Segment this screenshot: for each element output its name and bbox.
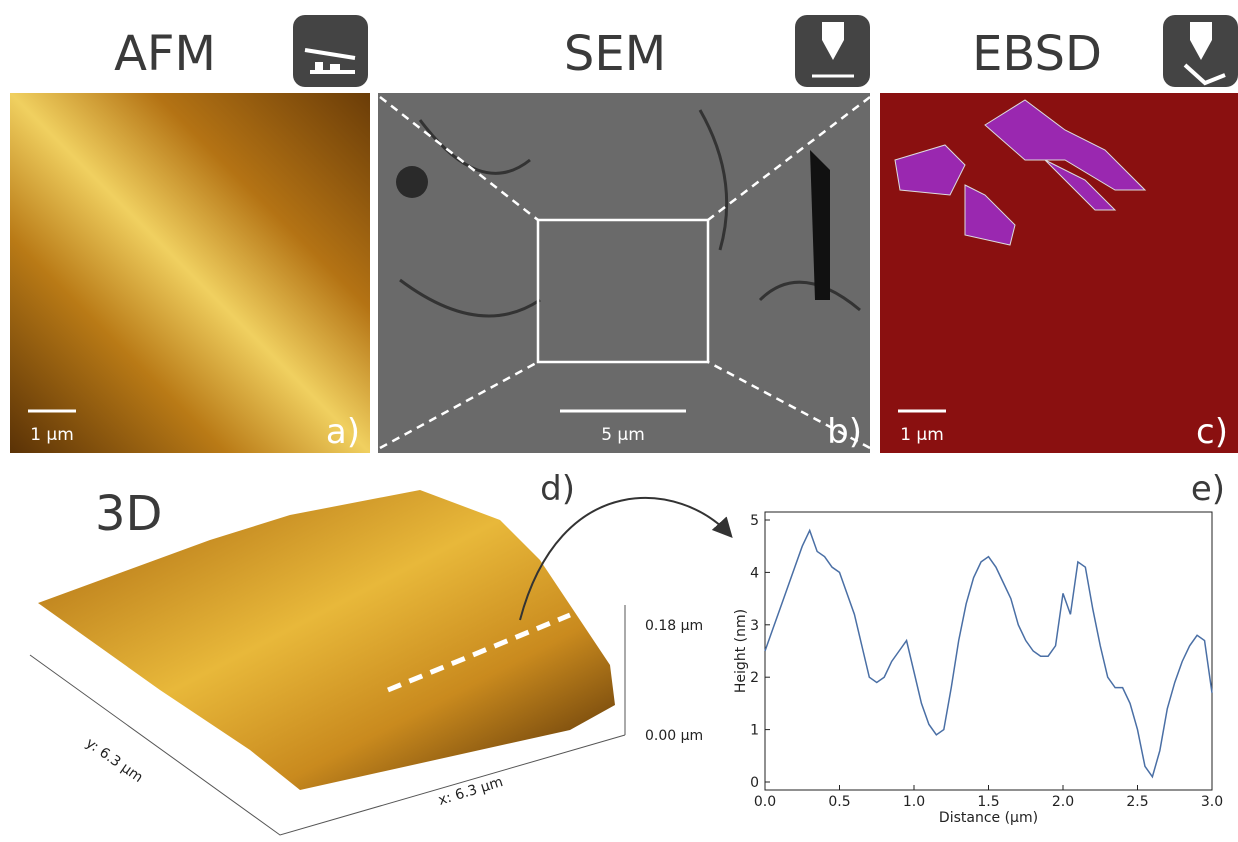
figure: AFM SEM EBSD 1 µm a) 5 µm b) 1 µm c) 3D … [0,0,1238,842]
sem-image [378,93,870,453]
y-label: y: 6.3 µm [83,735,146,786]
panel-title: EBSD [972,26,1102,82]
ebsd-icon [1163,15,1238,87]
scale-label: 1 µm [30,425,74,445]
z-label: 0.00 µm [645,728,703,744]
panel-label: a) [326,412,360,452]
y-tick-label: 1 [750,723,759,739]
afm-icon [293,15,368,87]
x-axis-label: Distance (μm) [939,810,1038,826]
x-tick-label: 0.5 [828,794,850,810]
panel-label: d) [540,469,575,509]
plot-frame [765,512,1212,790]
y-tick-label: 4 [750,565,759,581]
line-chart: e) 0.0 0.5 1.0 1.5 2.0 2.5 3.0 0 1 2 3 4 5 Distance (μ… [733,469,1225,826]
surface-title: 3D [95,486,163,542]
x-tick-label: 1.5 [977,794,999,810]
y-tick-label: 2 [750,670,759,686]
sem-icon [795,15,870,87]
data-line [765,530,1212,776]
scale-label: 5 µm [601,425,645,445]
panel-label: b) [827,412,862,452]
y-tick-label: 0 [750,775,759,791]
x-tick-label: 2.5 [1126,794,1148,810]
z-label: 0.18 µm [645,618,703,634]
x-tick-label: 1.0 [903,794,925,810]
y-tick-label: 5 [750,513,759,529]
panel-title: AFM [114,26,216,82]
panel-title: SEM [564,26,666,82]
y-axis-label: Height (nm) [733,609,749,693]
x-tick-label: 2.0 [1052,794,1074,810]
x-tick-label: 0.0 [754,794,776,810]
panel-label: c) [1196,412,1228,452]
x-tick-label: 3.0 [1201,794,1223,810]
scale-label: 1 µm [900,425,944,445]
afm-image [10,93,370,453]
y-tick-label: 3 [750,618,759,634]
panel-label: e) [1191,469,1225,509]
